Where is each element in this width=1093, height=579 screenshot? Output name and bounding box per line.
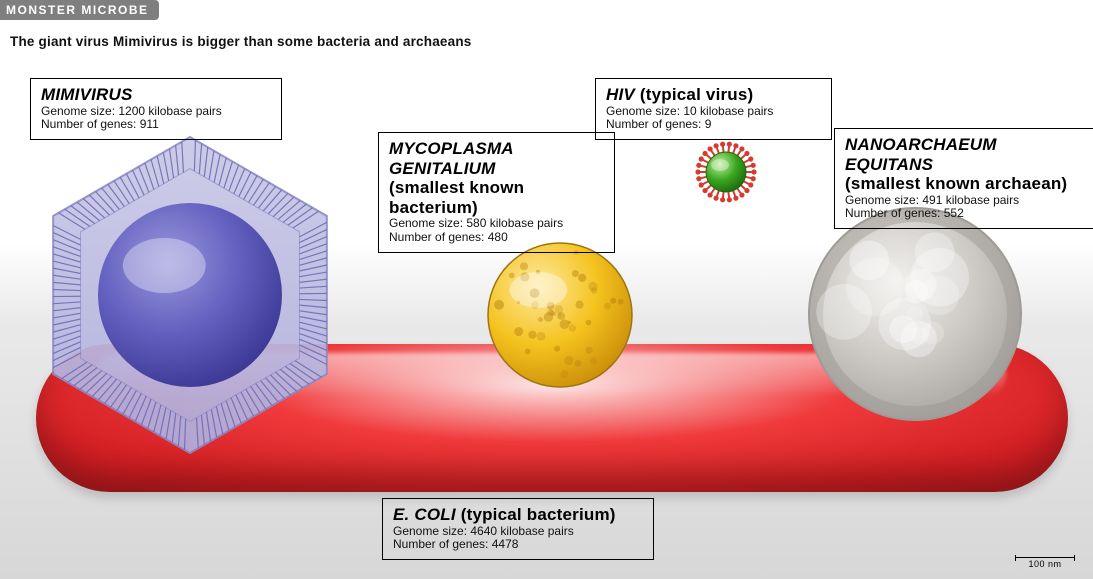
- ecoli-paren: (typical bacterium): [461, 505, 616, 524]
- ecoli-name: E. COLI: [393, 505, 461, 524]
- nanoarchaeum-genome: Genome size: 491 kilobase pairs: [845, 194, 1085, 208]
- mimivirus-svg: [2, 107, 378, 483]
- hiv-info: HIV (typical virus) Genome size: 10 kilo…: [595, 78, 832, 140]
- mycoplasma-genome: Genome size: 580 kilobase pairs: [389, 217, 604, 231]
- hiv-genome: Genome size: 10 kilobase pairs: [606, 105, 821, 119]
- ecoli-genes: Number of genes: 4478: [393, 538, 643, 552]
- mimivirus-graphic: [2, 107, 378, 483]
- header-title: MONSTER MICROBE: [6, 3, 149, 17]
- nanoarchaeum-genes: Number of genes: 552: [845, 207, 1085, 221]
- mimivirus-genome: Genome size: 1200 kilobase pairs: [41, 105, 271, 119]
- ecoli-info: E. COLI (typical bacterium) Genome size:…: [382, 498, 654, 560]
- mimivirus-genes: Number of genes: 911: [41, 118, 271, 132]
- mycoplasma-info: MYCOPLASMA GENITALIUM(smallest known bac…: [378, 132, 615, 253]
- nanoarchaeum-graphic: [799, 198, 1031, 430]
- nanoarchaeum-paren: (smallest known archaean): [845, 174, 1067, 193]
- hiv-name: HIV: [606, 85, 640, 104]
- mycoplasma-name: MYCOPLASMA GENITALIUM: [389, 139, 514, 178]
- hiv-graphic: [692, 138, 760, 206]
- mycoplasma-genes: Number of genes: 480: [389, 231, 604, 245]
- scale-bar-line: [1015, 557, 1075, 558]
- ecoli-genome: Genome size: 4640 kilobase pairs: [393, 525, 643, 539]
- subtitle: The giant virus Mimivirus is bigger than…: [10, 34, 472, 49]
- nanoarchaeum-svg: [799, 198, 1031, 430]
- mycoplasma-paren: (smallest known bacterium): [389, 178, 524, 217]
- infographic-stage: MONSTER MICROBE The giant virus Mimiviru…: [0, 0, 1093, 579]
- nanoarchaeum-info: NANOARCHAEUM EQUITANS(smallest known arc…: [834, 128, 1093, 229]
- scale-bar: 100 nm: [1015, 557, 1075, 569]
- hiv-paren: (typical virus): [640, 85, 754, 104]
- hiv-genes: Number of genes: 9: [606, 118, 821, 132]
- scale-bar-label: 100 nm: [1028, 559, 1061, 569]
- mimivirus-info: MIMIVIRUS Genome size: 1200 kilobase pai…: [30, 78, 282, 140]
- hiv-svg: [692, 138, 760, 206]
- header-bar: MONSTER MICROBE: [0, 0, 159, 20]
- mimivirus-name: MIMIVIRUS: [41, 85, 133, 104]
- mycoplasma-graphic: [480, 235, 640, 395]
- mycoplasma-svg: [480, 235, 640, 395]
- nanoarchaeum-name: NANOARCHAEUM EQUITANS: [845, 135, 997, 174]
